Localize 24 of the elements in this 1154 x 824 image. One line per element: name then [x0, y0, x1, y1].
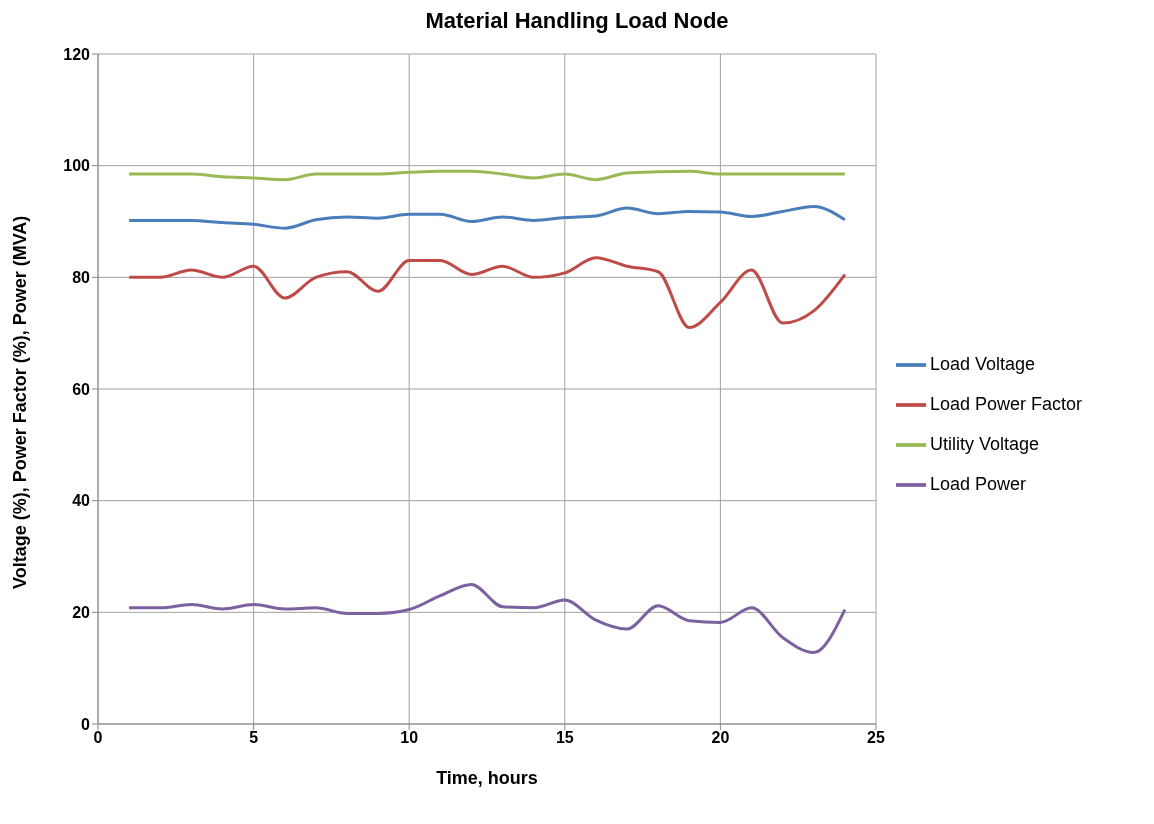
y-tick-label: 40 — [72, 492, 91, 510]
y-axis-title: Voltage (%), Power Factor (%), Power (MVA) — [10, 215, 31, 589]
line-series — [127, 204, 847, 230]
x-tick-label: 5 — [249, 729, 259, 747]
x-tick-label: 20 — [711, 729, 730, 747]
y-tick-label: 0 — [81, 715, 91, 733]
y-tick-label: 20 — [72, 604, 91, 622]
legend-label: Load Power Factor — [930, 394, 1083, 414]
x-tick-label: 10 — [400, 729, 419, 747]
x-tick-label: 0 — [93, 729, 103, 747]
line-series — [127, 582, 847, 655]
y-tick-label: 120 — [63, 45, 91, 63]
legend-label: Load Power — [930, 474, 1027, 494]
y-tick-label: 60 — [72, 380, 91, 398]
x-axis-title: Time, hours — [436, 768, 538, 788]
x-tick-label: 25 — [867, 729, 885, 747]
x-tick-label: 15 — [555, 729, 574, 747]
legend-label: Load Voltage — [930, 354, 1036, 374]
y-tick-label: 80 — [72, 269, 91, 287]
legend-label: Utility Voltage — [930, 434, 1040, 454]
line-series — [127, 169, 847, 182]
y-tick-label: 100 — [63, 157, 91, 175]
line-series — [127, 256, 847, 330]
chart-title: Material Handling Load Node — [424, 8, 730, 34]
